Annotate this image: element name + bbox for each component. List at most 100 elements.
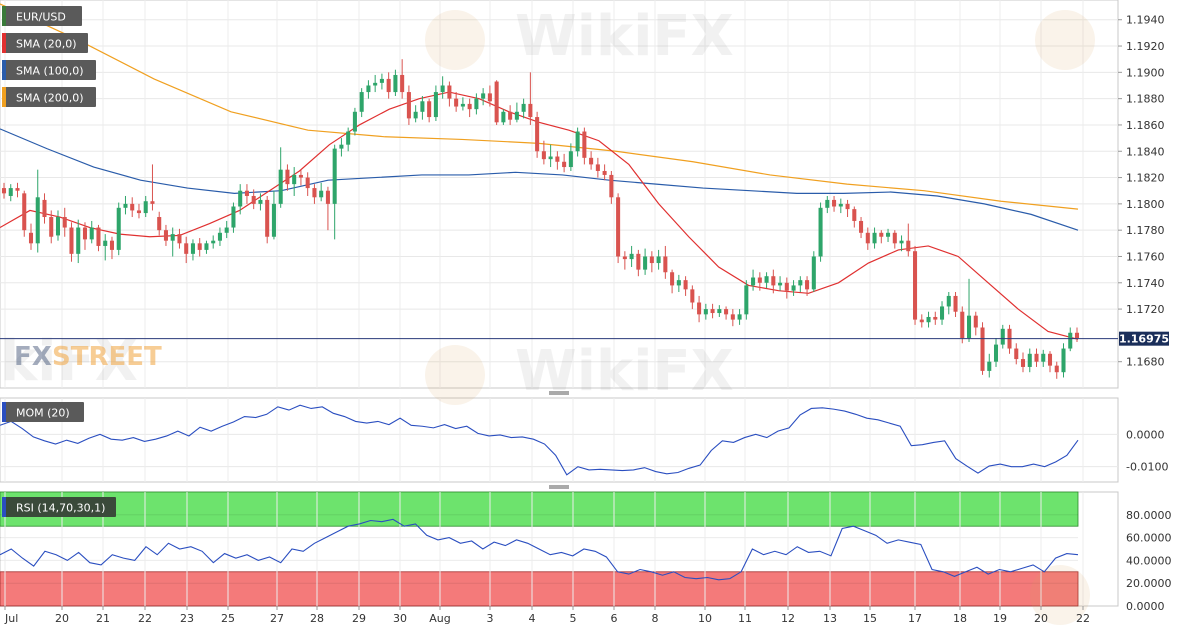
- candle-body: [676, 280, 681, 286]
- candle-body: [96, 227, 101, 246]
- candle-body: [541, 151, 546, 160]
- panel-splitter-2[interactable]: [549, 485, 569, 489]
- candle-body: [710, 309, 715, 314]
- candle-body: [447, 85, 452, 99]
- candle-body: [791, 285, 796, 291]
- price-tick-label: 1.1740: [1126, 277, 1165, 290]
- candle-body: [69, 227, 74, 254]
- candle-body: [582, 131, 587, 158]
- candle-body: [224, 227, 229, 233]
- candle-body: [730, 314, 735, 320]
- mom-tick-label: 0.0000: [1126, 428, 1165, 441]
- candle-body: [62, 217, 67, 228]
- candle-body: [865, 232, 870, 244]
- candle-body: [616, 197, 621, 257]
- candle-body: [1074, 332, 1080, 339]
- candle-body: [454, 98, 459, 107]
- price-tick-label: 1.1940: [1126, 14, 1165, 27]
- rsi-tick-label: 0.0000: [1126, 600, 1165, 613]
- legend-sma200-text: SMA (200,0): [16, 92, 84, 105]
- candle-body: [845, 203, 850, 210]
- candle-body: [325, 190, 330, 204]
- rsi-overbought-zone: [0, 491, 1079, 527]
- x-tick-label: 8: [652, 612, 659, 625]
- legend-rsi[interactable]: RSI (14,70,30,1): [2, 497, 116, 517]
- legend-sma200[interactable]: SMA (200,0): [2, 87, 96, 107]
- candle-body: [1061, 348, 1066, 373]
- candle-body: [609, 174, 614, 198]
- candle-body: [764, 276, 769, 283]
- mom-tick-label: -0.0100: [1126, 461, 1168, 474]
- rsi-tick-label: 40.0000: [1126, 554, 1172, 567]
- candle-body: [352, 111, 357, 132]
- candle-body: [258, 199, 263, 204]
- candle-body: [811, 256, 816, 290]
- x-tick-label: 10: [698, 612, 712, 625]
- price-tick-label: 1.1680: [1126, 356, 1165, 369]
- candle-body: [548, 156, 553, 160]
- main-gridlines: [0, 19, 1118, 363]
- candle-body: [703, 309, 708, 315]
- svg-text:FX: FX: [14, 342, 52, 372]
- x-tick-label: 22: [138, 612, 152, 625]
- candle-body: [103, 240, 108, 246]
- legend-mom-text: MOM (20): [16, 407, 70, 420]
- candle-body: [1034, 353, 1039, 362]
- candle-body: [1000, 328, 1005, 345]
- candle-body: [825, 199, 830, 208]
- legend-instrument[interactable]: EUR/USD: [2, 6, 82, 26]
- candle-body: [521, 103, 526, 112]
- candle-body: [238, 190, 243, 207]
- x-tick-label: Aug: [429, 612, 450, 625]
- candle-body: [697, 302, 702, 315]
- legend-sma100[interactable]: SMA (100,0): [2, 60, 96, 80]
- candle-body: [204, 243, 209, 250]
- candle-body: [1047, 353, 1053, 366]
- candle-body: [373, 82, 378, 86]
- x-tick-label: 25: [221, 612, 235, 625]
- candle-body: [629, 253, 634, 260]
- price-tick-label: 1.1880: [1126, 93, 1165, 106]
- candle-body: [832, 199, 837, 207]
- x-tick-label: 20: [1034, 612, 1048, 625]
- candle-body: [690, 289, 695, 303]
- candle-body: [42, 199, 47, 218]
- x-tick-label: 5: [570, 612, 577, 625]
- candle-body: [953, 295, 958, 312]
- candle-body: [359, 92, 364, 112]
- x-tick-label: 12: [781, 612, 795, 625]
- candle-body: [271, 203, 276, 237]
- candle-body: [8, 188, 13, 196]
- candle-body: [346, 131, 351, 145]
- candle-body: [1027, 353, 1032, 367]
- candle-body: [636, 253, 641, 270]
- svg-text:kiFX: kiFX: [0, 329, 138, 394]
- legend-sma20[interactable]: SMA (20,0): [2, 33, 88, 53]
- x-tick-label: 4: [529, 612, 536, 625]
- legend-sma20-text: SMA (20,0): [16, 38, 77, 51]
- candle-body: [28, 232, 34, 244]
- legend-mom[interactable]: MOM (20): [2, 402, 84, 422]
- candle-body: [15, 188, 20, 191]
- svg-text:WikiFX: WikiFX: [515, 4, 734, 69]
- candle-body: [737, 314, 742, 320]
- panel-splitter-1[interactable]: [549, 391, 569, 395]
- candle-body: [494, 81, 499, 123]
- candle-body: [319, 190, 324, 198]
- candle-body: [244, 190, 249, 196]
- candle-body: [76, 227, 81, 254]
- candle-body: [683, 280, 688, 290]
- candle-body: [123, 203, 128, 208]
- candle-body: [312, 188, 317, 198]
- x-tick-label: 30: [393, 612, 407, 625]
- candle-body: [433, 92, 438, 118]
- candle-body: [879, 232, 884, 237]
- candle-body: [589, 157, 594, 165]
- candle-body: [717, 309, 722, 314]
- x-tick-label: 11: [738, 612, 752, 625]
- x-tick-label: 18: [953, 612, 967, 625]
- candle-body: [400, 74, 405, 93]
- candle-body: [184, 243, 189, 254]
- candle-body: [278, 169, 283, 204]
- candle-body: [406, 92, 411, 119]
